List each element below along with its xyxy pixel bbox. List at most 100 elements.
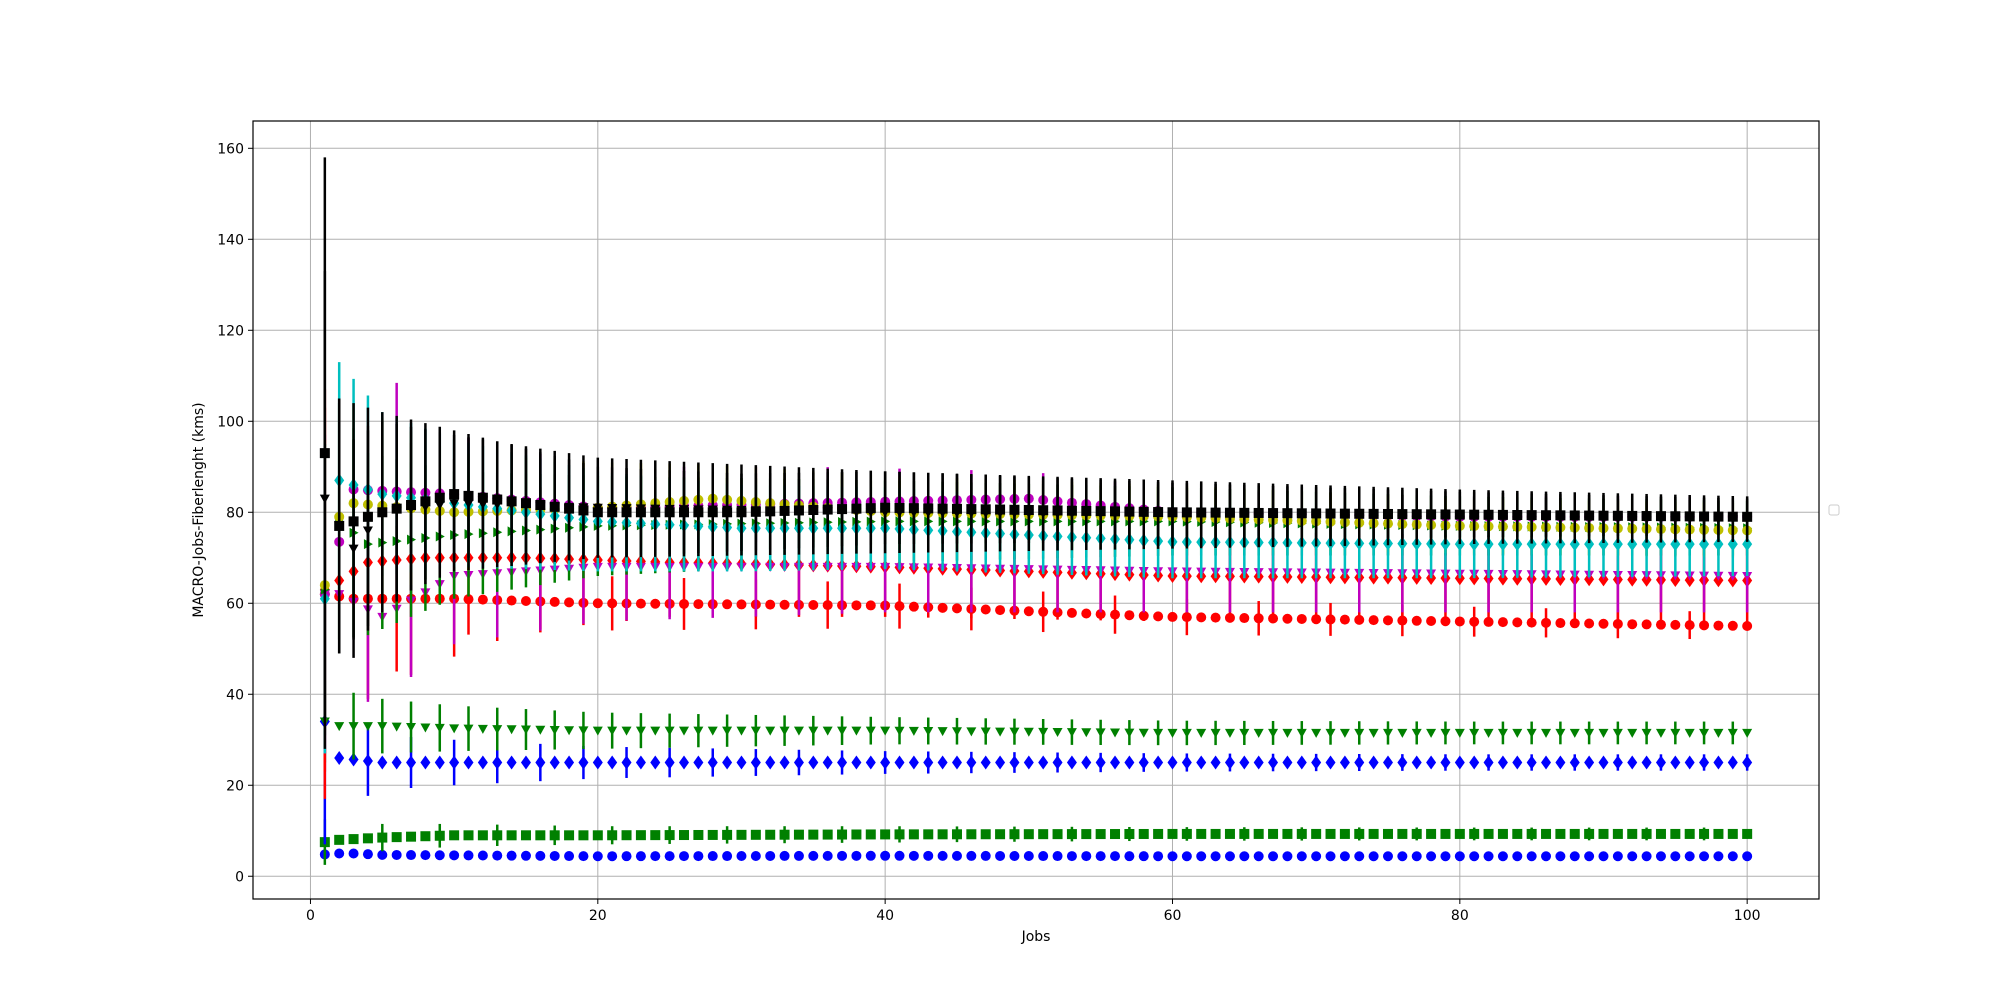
data-point [506,595,517,606]
x-tick-label: 40 [876,908,894,924]
data-point [1612,618,1623,629]
data-point [1095,728,1106,738]
data-point [1081,829,1092,840]
data-point [1368,728,1379,738]
data-point [951,603,962,614]
y-tick-label: 140 [217,232,244,248]
data-point [1569,851,1580,862]
data-point [1584,728,1595,738]
data-point [377,755,388,770]
data-point [506,850,517,861]
data-point [1167,728,1178,738]
data-point [1555,851,1566,862]
data-point [1181,828,1192,839]
data-point [1526,755,1537,770]
data-point [865,503,876,514]
data-point [923,755,934,770]
data-point [1742,571,1753,581]
data-point [477,492,488,503]
data-point [449,755,460,770]
data-point [1497,728,1508,738]
data-point [679,851,690,862]
data-point [1426,509,1437,520]
data-point [1023,755,1034,770]
data-point [549,596,560,607]
data-point [1124,829,1135,840]
data-point [1181,507,1192,518]
data-point [722,851,733,862]
data-point [880,829,891,840]
data-point [837,755,848,770]
data-point [1196,728,1207,738]
data-point [1713,511,1724,522]
data-point [1066,755,1077,770]
data-point [391,832,402,843]
data-point [1153,755,1164,770]
data-point [750,829,761,840]
data-point [736,829,747,840]
data-point [1138,728,1149,738]
data-point [808,850,819,861]
data-point [1655,728,1666,738]
data-point [1382,615,1393,626]
data-point [1038,505,1049,516]
data-point [506,725,517,735]
data-point [865,829,876,840]
data-point [1584,828,1595,839]
data-point [1110,728,1121,738]
data-point [1023,727,1034,737]
data-point [1454,828,1465,839]
data-point [1339,614,1350,625]
data-point [362,849,373,860]
data-point [1110,851,1121,862]
data-point [535,725,546,735]
data-point [1339,728,1350,738]
data-point [722,507,733,518]
data-point [1397,509,1408,520]
data-point [1411,728,1422,738]
data-point [592,726,603,736]
data-point [765,755,776,770]
data-point [520,725,531,735]
data-point [1210,612,1221,623]
data-point [808,829,819,840]
data-point [1397,755,1408,770]
data-point [1153,728,1164,738]
data-point [1584,510,1595,521]
data-point [951,503,962,514]
data-point [1555,618,1566,629]
data-point [1382,755,1393,770]
data-point [1282,508,1293,519]
data-point [1641,619,1652,630]
data-point [765,850,776,861]
data-point [1541,851,1552,862]
data-point [1196,612,1207,623]
data-point [966,850,977,861]
data-point [334,848,345,859]
data-point [765,506,776,517]
data-point [492,755,503,770]
data-point [1469,828,1480,839]
data-point [1742,828,1753,839]
data-point [1153,611,1164,622]
data-point [1153,851,1164,862]
data-point [1081,728,1092,738]
data-point [1526,851,1537,862]
x-tick-label: 20 [589,908,607,924]
series [319,819,1753,865]
data-point [980,755,991,770]
data-point [1296,613,1307,624]
data-point [894,601,905,612]
data-point [1282,728,1293,738]
data-point [679,598,690,609]
data-point [736,599,747,610]
data-point [535,830,546,841]
data-point [937,850,948,861]
data-point [434,755,445,770]
data-point [377,849,388,860]
data-point [894,502,905,513]
x-tick-label: 0 [306,908,315,924]
data-point [1612,828,1623,839]
data-point [650,830,661,841]
data-point [1684,851,1695,862]
